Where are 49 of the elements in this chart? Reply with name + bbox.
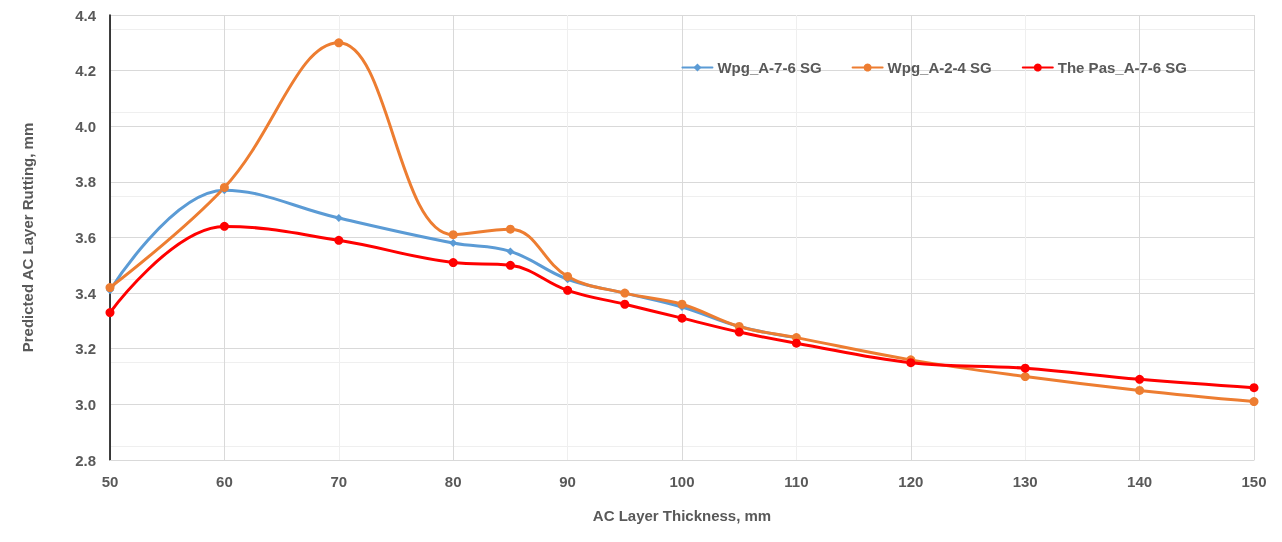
point [1135,374,1145,384]
point [734,327,744,337]
x-tick-label: 90 [559,473,576,490]
x-tick-label: 100 [669,473,695,490]
x-tick-label: 110 [784,473,809,490]
y-tick-label: 4.0 [75,117,96,135]
x-tick-label: 50 [101,473,119,490]
x-tick-label: 130 [1012,473,1038,490]
point [791,338,801,348]
x-tick-label: 140 [1127,473,1153,490]
point [563,285,573,295]
point [448,230,458,240]
point [448,258,458,268]
point [505,260,515,270]
point [334,214,343,223]
legend-label: Wpg_A-7-6 SG [717,59,822,76]
x-tick-label: 70 [330,473,348,490]
x-tick-label: 80 [444,473,462,490]
point [334,235,344,245]
point [334,38,344,48]
point [677,313,687,323]
point [506,247,515,256]
legend-label: Wpg_A-2-4 SG [887,59,992,76]
y-axis-title: Predicted AC Layer Rutting, mm [19,122,36,353]
y-tick-label: 3.2 [75,340,96,358]
y-tick-label: 4.2 [75,62,96,80]
point [505,224,515,234]
point [1249,383,1259,393]
point [1020,363,1030,373]
x-tick-label: 150 [1241,473,1267,490]
point [105,308,115,318]
point [677,299,687,309]
point [219,182,229,192]
point [563,271,573,281]
y-tick-label: 3.4 [75,284,97,302]
x-axis-title: AC Layer Thickness, mm [592,507,772,524]
y-tick-label: 2.8 [75,451,96,469]
x-tick-label: 120 [898,473,924,490]
point [620,299,630,309]
point [1135,385,1145,395]
point [1020,372,1030,382]
y-tick-label: 3.6 [75,229,96,246]
legend-label: The Pas_A-7-6 SG [1057,59,1187,76]
x-tick-label: 60 [216,473,233,490]
y-tick-label: 3.0 [75,395,96,413]
y-tick-label: 3.8 [75,173,96,191]
y-tick-label: 4.4 [75,6,97,24]
point [1249,397,1259,407]
point [219,221,229,231]
